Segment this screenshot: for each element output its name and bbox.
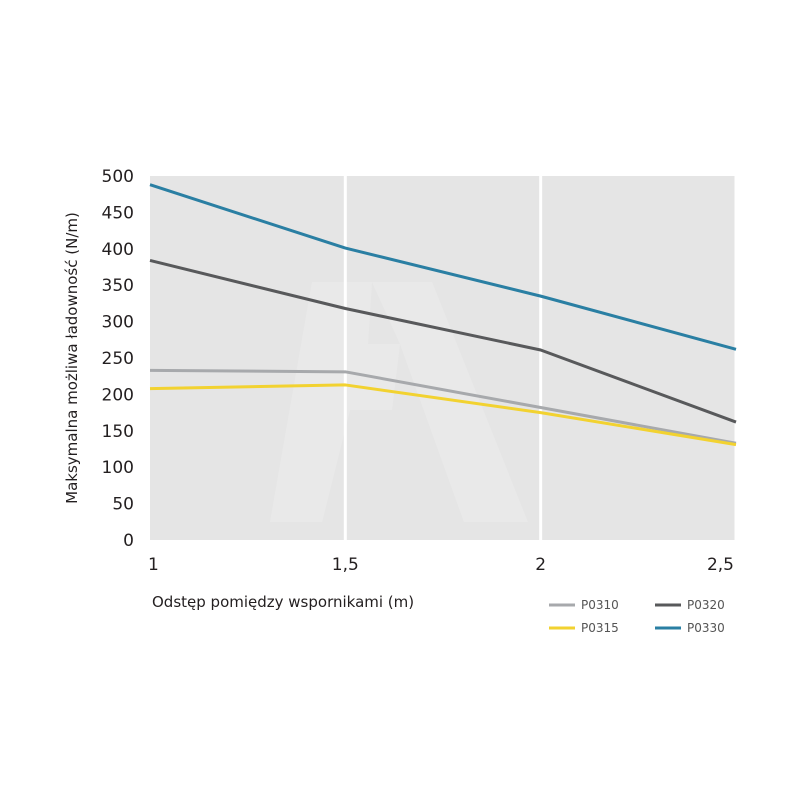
legend-label-p0310: P0310: [581, 598, 619, 612]
y-tick-label: 500: [102, 167, 134, 187]
y-tick-label: 200: [102, 385, 134, 405]
x-tick-label: 1: [148, 555, 159, 575]
x-tick-label: 1,5: [332, 555, 359, 575]
series-line-p0315: [149, 383, 737, 447]
legend-label-p0315: P0315: [581, 621, 619, 635]
y-tick-label: 400: [102, 240, 134, 260]
series-lines: [149, 183, 737, 447]
y-tick-label: 150: [102, 422, 134, 442]
y-tick-label: 350: [102, 276, 134, 296]
y-axis-title: Maksymalna możliwa ładowność (N/m): [63, 212, 81, 504]
plot-background: [150, 176, 736, 540]
y-tick-label: 250: [102, 349, 134, 369]
watermark-logo: [270, 282, 528, 522]
series-line-p0330: [149, 183, 737, 351]
x-tick-label: 2,5: [707, 555, 734, 575]
y-axis-ticks: 0 50 100 150 200 250 300 350 400 450 500: [102, 167, 134, 551]
legend-label-p0330: P0330: [687, 621, 725, 635]
x-tick-label: 2: [535, 555, 546, 575]
y-tick-label: 450: [102, 203, 134, 223]
legend-label-p0320: P0320: [687, 598, 725, 612]
legend: P0310 P0315 P0320 P0330: [549, 598, 725, 635]
x-axis-ticks: 1 1,5 2 2,5: [148, 555, 734, 575]
grid-lines: [343, 176, 738, 540]
y-tick-label: 300: [102, 313, 134, 333]
series-line-p0310: [149, 368, 737, 445]
x-axis-title: Odstęp pomiędzy wspornikami (m): [152, 593, 414, 611]
series-line-p0320: [149, 258, 737, 424]
y-tick-label: 0: [123, 531, 134, 551]
y-tick-label: 100: [102, 458, 134, 478]
y-tick-label: 50: [112, 495, 134, 515]
